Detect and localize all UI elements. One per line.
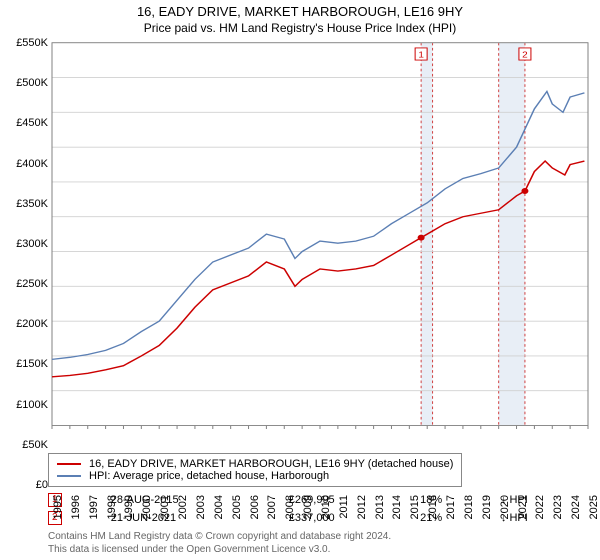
x-axis-label: 2010 (320, 495, 332, 519)
x-axis-label: 1996 (70, 495, 82, 519)
x-axis-label: 2018 (463, 495, 475, 519)
x-axis-label: 2006 (249, 495, 261, 519)
x-axis-label: 2023 (552, 495, 564, 519)
x-axis-label: 2002 (177, 495, 189, 519)
legend-item: HPI: Average price, detached house, Harb… (57, 470, 453, 482)
svg-text:1: 1 (418, 50, 424, 59)
y-axis-label: £100K (16, 399, 52, 411)
x-axis-label: 2025 (588, 495, 600, 519)
price-chart: 12 £0£50K£100K£150K£200K£250K£300K£350K£… (8, 41, 592, 429)
y-axis-label: £150K (16, 358, 52, 370)
x-axis-label: 2008 (284, 495, 296, 519)
y-axis-label: £400K (16, 158, 52, 170)
x-axis-label: 2007 (266, 495, 278, 519)
legend-label: 16, EADY DRIVE, MARKET HARBOROUGH, LE16 … (89, 458, 453, 470)
legend: 16, EADY DRIVE, MARKET HARBOROUGH, LE16 … (48, 453, 462, 487)
x-axis-label: 2020 (499, 495, 511, 519)
y-axis-label: £0 (36, 479, 52, 491)
x-axis-label: 2022 (534, 495, 546, 519)
x-axis-label: 2019 (481, 495, 493, 519)
y-axis-label: £550K (16, 37, 52, 49)
y-axis-label: £50K (22, 439, 52, 451)
legend-item: 16, EADY DRIVE, MARKET HARBOROUGH, LE16 … (57, 458, 453, 470)
x-axis-label: 1995 (52, 495, 64, 519)
y-axis-label: £450K (16, 117, 52, 129)
x-axis-label: 2003 (195, 495, 207, 519)
y-axis-label: £350K (16, 198, 52, 210)
x-axis-label: 2016 (427, 495, 439, 519)
x-axis-label: 1998 (106, 495, 118, 519)
x-axis-label: 2021 (517, 495, 529, 519)
page-title: 16, EADY DRIVE, MARKET HARBOROUGH, LE16 … (8, 4, 592, 19)
x-axis-label: 2012 (356, 495, 368, 519)
x-axis-label: 2001 (159, 495, 171, 519)
fineprint-line: This data is licensed under the Open Gov… (48, 544, 592, 557)
svg-text:2: 2 (522, 50, 528, 59)
legend-swatch (57, 475, 81, 477)
x-axis-label: 2017 (445, 495, 457, 519)
page-subtitle: Price paid vs. HM Land Registry's House … (8, 21, 592, 35)
fineprint: Contains HM Land Registry data © Crown c… (48, 531, 592, 556)
legend-label: HPI: Average price, detached house, Harb… (89, 470, 329, 482)
x-axis-label: 1999 (123, 495, 135, 519)
x-axis-label: 2013 (374, 495, 386, 519)
x-axis-label: 2014 (391, 495, 403, 519)
x-axis-label: 2015 (409, 495, 421, 519)
y-axis-label: £500K (16, 77, 52, 89)
x-axis-label: 2005 (231, 495, 243, 519)
x-axis-label: 2024 (570, 495, 582, 519)
x-axis-label: 2000 (141, 495, 153, 519)
fineprint-line: Contains HM Land Registry data © Crown c… (48, 531, 592, 544)
x-axis-label: 2004 (213, 495, 225, 519)
y-axis-label: £300K (16, 238, 52, 250)
x-axis-label: 1997 (88, 495, 100, 519)
y-axis-label: £250K (16, 278, 52, 290)
x-axis-label: 2011 (338, 495, 350, 519)
legend-swatch (57, 463, 81, 465)
x-axis-label: 2009 (302, 495, 314, 519)
y-axis-label: £200K (16, 318, 52, 330)
